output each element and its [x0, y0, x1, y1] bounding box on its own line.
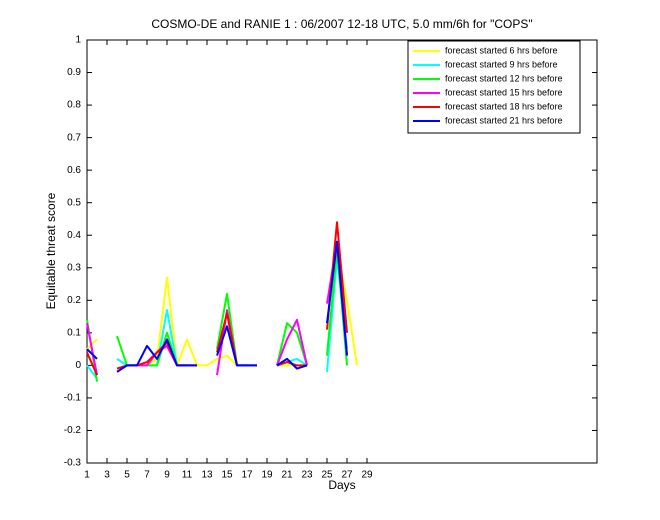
- legend-label: forecast started 6 hrs before: [445, 45, 558, 55]
- legend-label: forecast started 15 hrs before: [445, 87, 563, 97]
- y-tick-label: 0: [75, 360, 81, 371]
- series-line: [86, 221, 348, 376]
- x-tick-label: 13: [201, 470, 213, 481]
- x-tick-label: 15: [221, 470, 233, 481]
- y-tick-label: 1: [75, 35, 81, 46]
- legend-label: forecast started 9 hrs before: [445, 59, 558, 69]
- y-tick-label: 0.4: [67, 230, 81, 241]
- y-tick-label: 0.9: [67, 67, 81, 78]
- x-axis-label: Days: [328, 478, 355, 492]
- x-tick-label: 5: [124, 470, 130, 481]
- y-tick-label: 0.3: [67, 262, 81, 273]
- y-tick-label: 0.8: [67, 100, 81, 111]
- y-tick-label: 0.7: [67, 132, 81, 143]
- x-tick-label: 21: [281, 470, 293, 481]
- y-tick-label: -0.2: [64, 425, 82, 436]
- chart-title: COSMO-DE and RANIE 1 : 06/2007 12-18 UTC…: [151, 17, 532, 31]
- y-tick-label: -0.3: [64, 458, 82, 469]
- x-tick-label: 29: [361, 470, 373, 481]
- x-tick-label: 1: [84, 470, 90, 481]
- x-tick-label: 9: [164, 470, 170, 481]
- legend-box: [407, 40, 581, 134]
- legend-label: forecast started 21 hrs before: [445, 115, 563, 125]
- y-tick-label: -0.1: [64, 393, 82, 404]
- x-tick-label: 25: [321, 470, 333, 481]
- x-tick-label: 27: [341, 470, 353, 481]
- y-tick-label: 0.6: [67, 165, 81, 176]
- y-axis-label: Equitable threat score: [44, 192, 58, 309]
- x-tick-label: 7: [144, 470, 150, 481]
- x-tick-label: 3: [104, 470, 110, 481]
- y-tick-label: 0.5: [67, 197, 81, 208]
- legend: forecast started 6 hrs before forecast st…: [407, 40, 581, 134]
- x-tick-label: 23: [301, 470, 313, 481]
- legend-label: forecast started 12 hrs before: [445, 73, 563, 83]
- y-tick-label: 0.1: [67, 327, 81, 338]
- x-tick-label: 19: [261, 470, 273, 481]
- x-tick-label: 11: [182, 470, 193, 481]
- x-tick-label: 17: [241, 470, 253, 481]
- legend-label: forecast started 18 hrs before: [445, 101, 563, 111]
- y-tick-label: 0.2: [67, 295, 81, 306]
